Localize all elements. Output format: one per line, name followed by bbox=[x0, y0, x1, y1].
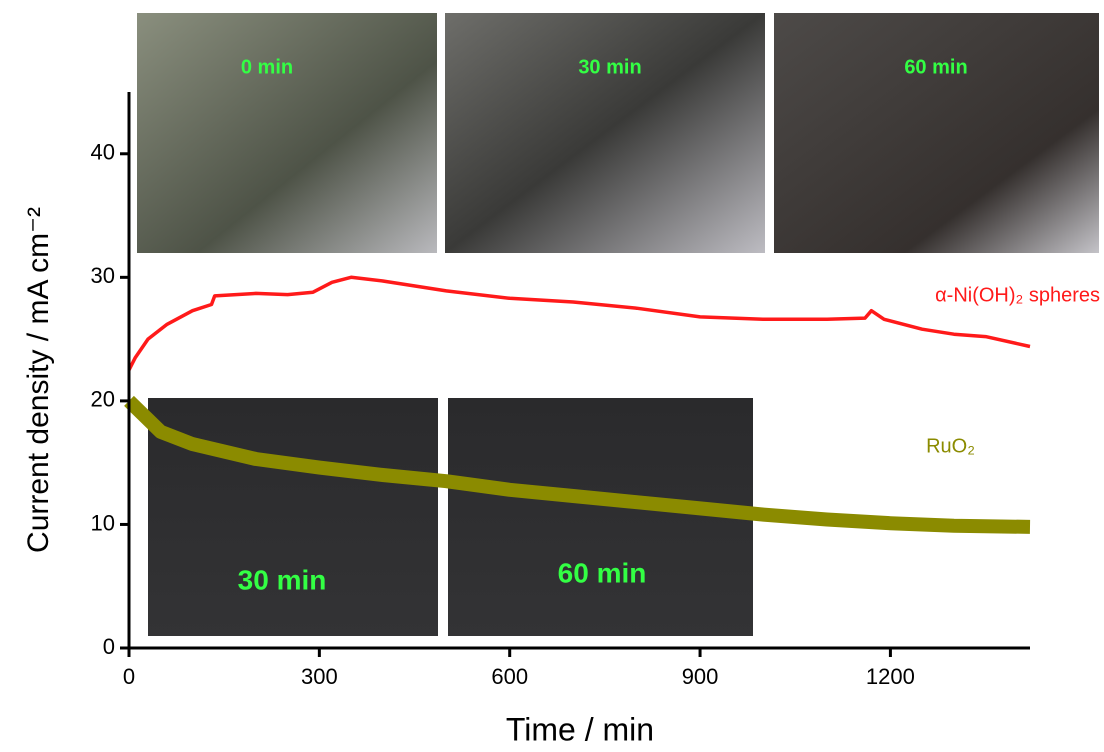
y-tick-label: 0 bbox=[103, 634, 115, 659]
photo bbox=[448, 398, 753, 636]
y-axis-label: Current density / mA cm⁻² bbox=[22, 207, 55, 553]
photo bbox=[445, 13, 765, 253]
legend-label: RuO₂ bbox=[926, 435, 975, 457]
photo bbox=[148, 398, 438, 636]
photo-label: 60 min bbox=[904, 56, 967, 78]
photo-label: 60 min bbox=[558, 557, 647, 588]
series-line bbox=[129, 277, 1030, 370]
chart: 0 min 30 min 60 min 30 min 60 min Curren… bbox=[0, 0, 1104, 752]
x-tick-label: 300 bbox=[301, 664, 338, 689]
x-tick-label: 600 bbox=[491, 664, 528, 689]
photo-label: 30 min bbox=[238, 564, 327, 595]
x-tick-label: 1200 bbox=[866, 664, 915, 689]
x-tick-label: 0 bbox=[123, 664, 135, 689]
y-tick-label: 10 bbox=[91, 510, 115, 535]
y-tick-label: 20 bbox=[91, 387, 115, 412]
photos: 0 min 30 min 60 min 30 min 60 min bbox=[137, 13, 1099, 636]
x-axis-label: Time / min bbox=[506, 711, 654, 747]
photo bbox=[137, 13, 437, 253]
photo bbox=[774, 13, 1099, 253]
y-tick-label: 30 bbox=[91, 263, 115, 288]
legend-label: α-Ni(OH)₂ spheres bbox=[935, 284, 1100, 306]
x-tick-label: 900 bbox=[682, 664, 719, 689]
y-tick-label: 40 bbox=[91, 140, 115, 165]
photo-label: 0 min bbox=[241, 56, 293, 78]
photo-label: 30 min bbox=[578, 56, 641, 78]
